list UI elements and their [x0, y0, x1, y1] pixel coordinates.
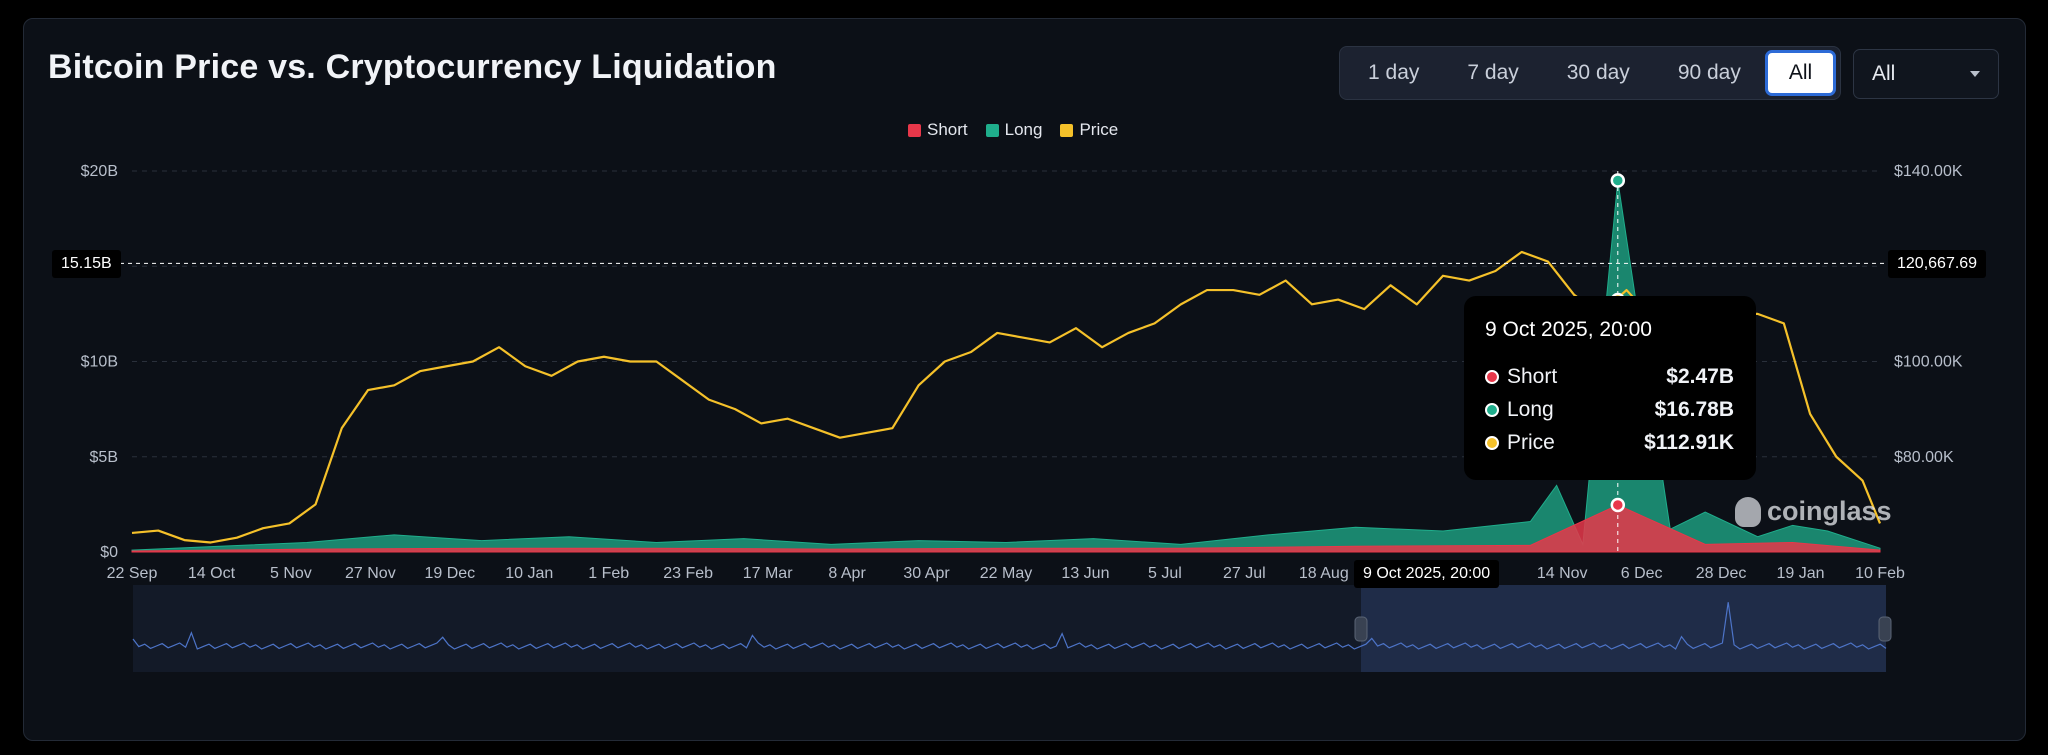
- range-7-day-button[interactable]: 7 day: [1467, 61, 1519, 84]
- legend-swatch-short: [908, 123, 921, 137]
- chart-tooltip: 9 Oct 2025, 20:00 Short $2.47B Long $16.…: [1464, 296, 1756, 480]
- y-right-tick-label: $80.00K: [1894, 449, 1954, 466]
- crosshair-left-value: 15.15B: [52, 250, 121, 278]
- coinglass-logo-icon: [1735, 496, 1761, 527]
- tooltip-title: 9 Oct 2025, 20:00: [1485, 318, 1652, 341]
- x-tick-label: 10 Feb: [1855, 565, 1905, 582]
- x-tick-label: 14 Nov: [1537, 565, 1588, 582]
- x-tick-label: 13 Jun: [1061, 565, 1109, 582]
- exchange-select[interactable]: All: [1853, 49, 1999, 99]
- tooltip-row-long: Long $16.78B: [1485, 393, 1734, 426]
- range-all-button[interactable]: All: [1764, 50, 1837, 96]
- series-short-area: [131, 504, 1881, 553]
- navigator-line: [132, 602, 1887, 650]
- x-tick-label: 6 Dec: [1621, 565, 1663, 582]
- y-left-tick-label: $5B: [90, 449, 118, 466]
- tooltip-row-short: Short $2.47B: [1485, 360, 1734, 393]
- x-tick-label: 5 Nov: [270, 565, 312, 582]
- x-tick-label: 19 Jan: [1777, 565, 1825, 582]
- x-tick-label: 22 Sep: [107, 565, 158, 582]
- tooltip-dot-long: [1485, 402, 1499, 417]
- x-tick-label: 18 Aug: [1299, 565, 1349, 582]
- marker-short: [1610, 497, 1626, 513]
- coinglass-watermark: coinglass: [1735, 496, 1892, 527]
- x-tick-label: 27 Nov: [345, 565, 396, 582]
- chart-legend: Short Long Price: [908, 120, 1118, 140]
- x-tick-label: 19 Dec: [424, 565, 475, 582]
- legend-label-price: Price: [1079, 120, 1119, 139]
- x-tick-label: 28 Dec: [1696, 565, 1747, 582]
- legend-item-short[interactable]: Short: [908, 120, 968, 140]
- legend-label-short: Short: [927, 120, 968, 139]
- marker-long: [1610, 173, 1626, 188]
- navigator-right-handle: [1878, 616, 1892, 642]
- x-tick-label: 27 Jul: [1223, 565, 1266, 582]
- series-long-area: [131, 180, 1881, 553]
- tooltip-value-long: $16.78B: [1654, 397, 1734, 421]
- x-tick-label: 5 Jul: [1148, 565, 1182, 582]
- tooltip-value-short: $2.47B: [1666, 364, 1734, 388]
- exchange-select-value: All: [1872, 62, 1896, 85]
- crosshair-right-value: 120,667.69: [1888, 250, 1987, 278]
- x-tick-label: 1 Feb: [588, 565, 629, 582]
- y-left-tick-label: $10B: [81, 354, 118, 371]
- x-tick-label: 10 Jan: [505, 565, 553, 582]
- range-1-day-button[interactable]: 1 day: [1368, 61, 1420, 84]
- legend-swatch-long: [985, 123, 999, 137]
- navigator-selected-range: [1361, 585, 1886, 672]
- y-left-tick-label: $0: [100, 544, 118, 561]
- legend-item-price[interactable]: Price: [1060, 120, 1118, 140]
- x-tick-label: 23 Feb: [663, 565, 713, 582]
- tooltip-row-price: Price $112.91K: [1485, 426, 1734, 459]
- x-tick-label: 14 Oct: [188, 565, 236, 582]
- tooltip-dot-short: [1485, 369, 1499, 384]
- x-tick-label: 17 Mar: [743, 565, 793, 582]
- chart-title: Bitcoin Price vs. Cryptocurrency Liquida…: [48, 48, 777, 86]
- crosshair-x-label: 9 Oct 2025, 20:00: [1354, 560, 1500, 588]
- legend-label-long: Long: [1004, 120, 1043, 139]
- y-right-tick-label: $100.00K: [1894, 354, 1963, 371]
- x-tick-label: 8 Apr: [828, 565, 866, 582]
- time-range-selector: 1 day 7 day 30 day 90 day All: [1339, 46, 1842, 100]
- tooltip-value-price: $112.91K: [1644, 430, 1734, 454]
- legend-item-long[interactable]: Long: [985, 120, 1043, 140]
- tooltip-dot-price: [1485, 435, 1499, 450]
- range-90-day-button[interactable]: 90 day: [1677, 61, 1741, 84]
- y-left-tick-label: $20B: [81, 163, 118, 180]
- range-30-day-button[interactable]: 30 day: [1566, 61, 1630, 84]
- legend-swatch-price: [1060, 123, 1074, 137]
- x-tick-label: 22 May: [980, 565, 1032, 582]
- chevron-down-icon: [1970, 71, 1980, 77]
- navigator-left-handle: [1354, 616, 1368, 642]
- x-tick-label: 30 Apr: [903, 565, 950, 582]
- y-right-tick-label: $140.00K: [1894, 163, 1963, 180]
